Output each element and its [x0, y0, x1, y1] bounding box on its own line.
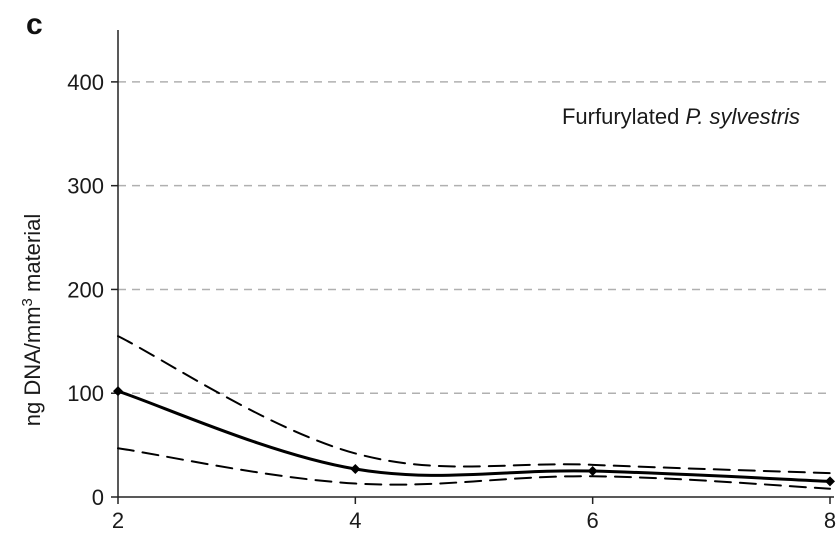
data-markers — [113, 386, 835, 487]
axes — [111, 30, 834, 504]
y-tick-label-300: 300 — [67, 174, 104, 199]
y-axis-label-main: ng DNA/mm — [20, 306, 45, 426]
data-point-mean-6 — [587, 466, 598, 477]
x-tick-label-8: 8 — [824, 508, 836, 533]
y-tick-label-200: 200 — [67, 277, 104, 302]
series-line-lower-bound — [117, 447, 831, 490]
data-point-mean-8 — [825, 476, 835, 487]
x-tick-label-4: 4 — [349, 508, 361, 533]
y-axis-label: ng DNA/mm3 material — [19, 214, 45, 427]
panel-letter: c — [26, 8, 43, 41]
series-line-mean — [116, 389, 832, 483]
y-axis-label-suffix: material — [20, 214, 45, 298]
series-lines — [116, 335, 832, 490]
grid-lines — [118, 81, 830, 394]
annotation-normal: Furfurylated — [562, 104, 686, 129]
series-line-upper-bound — [117, 335, 831, 475]
y-tick-label-0: 0 — [92, 485, 104, 510]
y-tick-label-100: 100 — [67, 381, 104, 406]
y-axis-label-superscript: 3 — [19, 298, 36, 306]
tick-labels: 0 100 200 300 400 2 4 6 8 — [67, 70, 836, 533]
x-tick-label-6: 6 — [587, 508, 599, 533]
x-tick-label-2: 2 — [112, 508, 124, 533]
annotation-italic: P. sylvestris — [685, 104, 800, 129]
data-point-mean-4 — [350, 463, 361, 474]
data-point-mean-2 — [113, 386, 123, 397]
y-tick-label-400: 400 — [67, 70, 104, 95]
series-annotation: Furfurylated P. sylvestris — [562, 104, 800, 129]
